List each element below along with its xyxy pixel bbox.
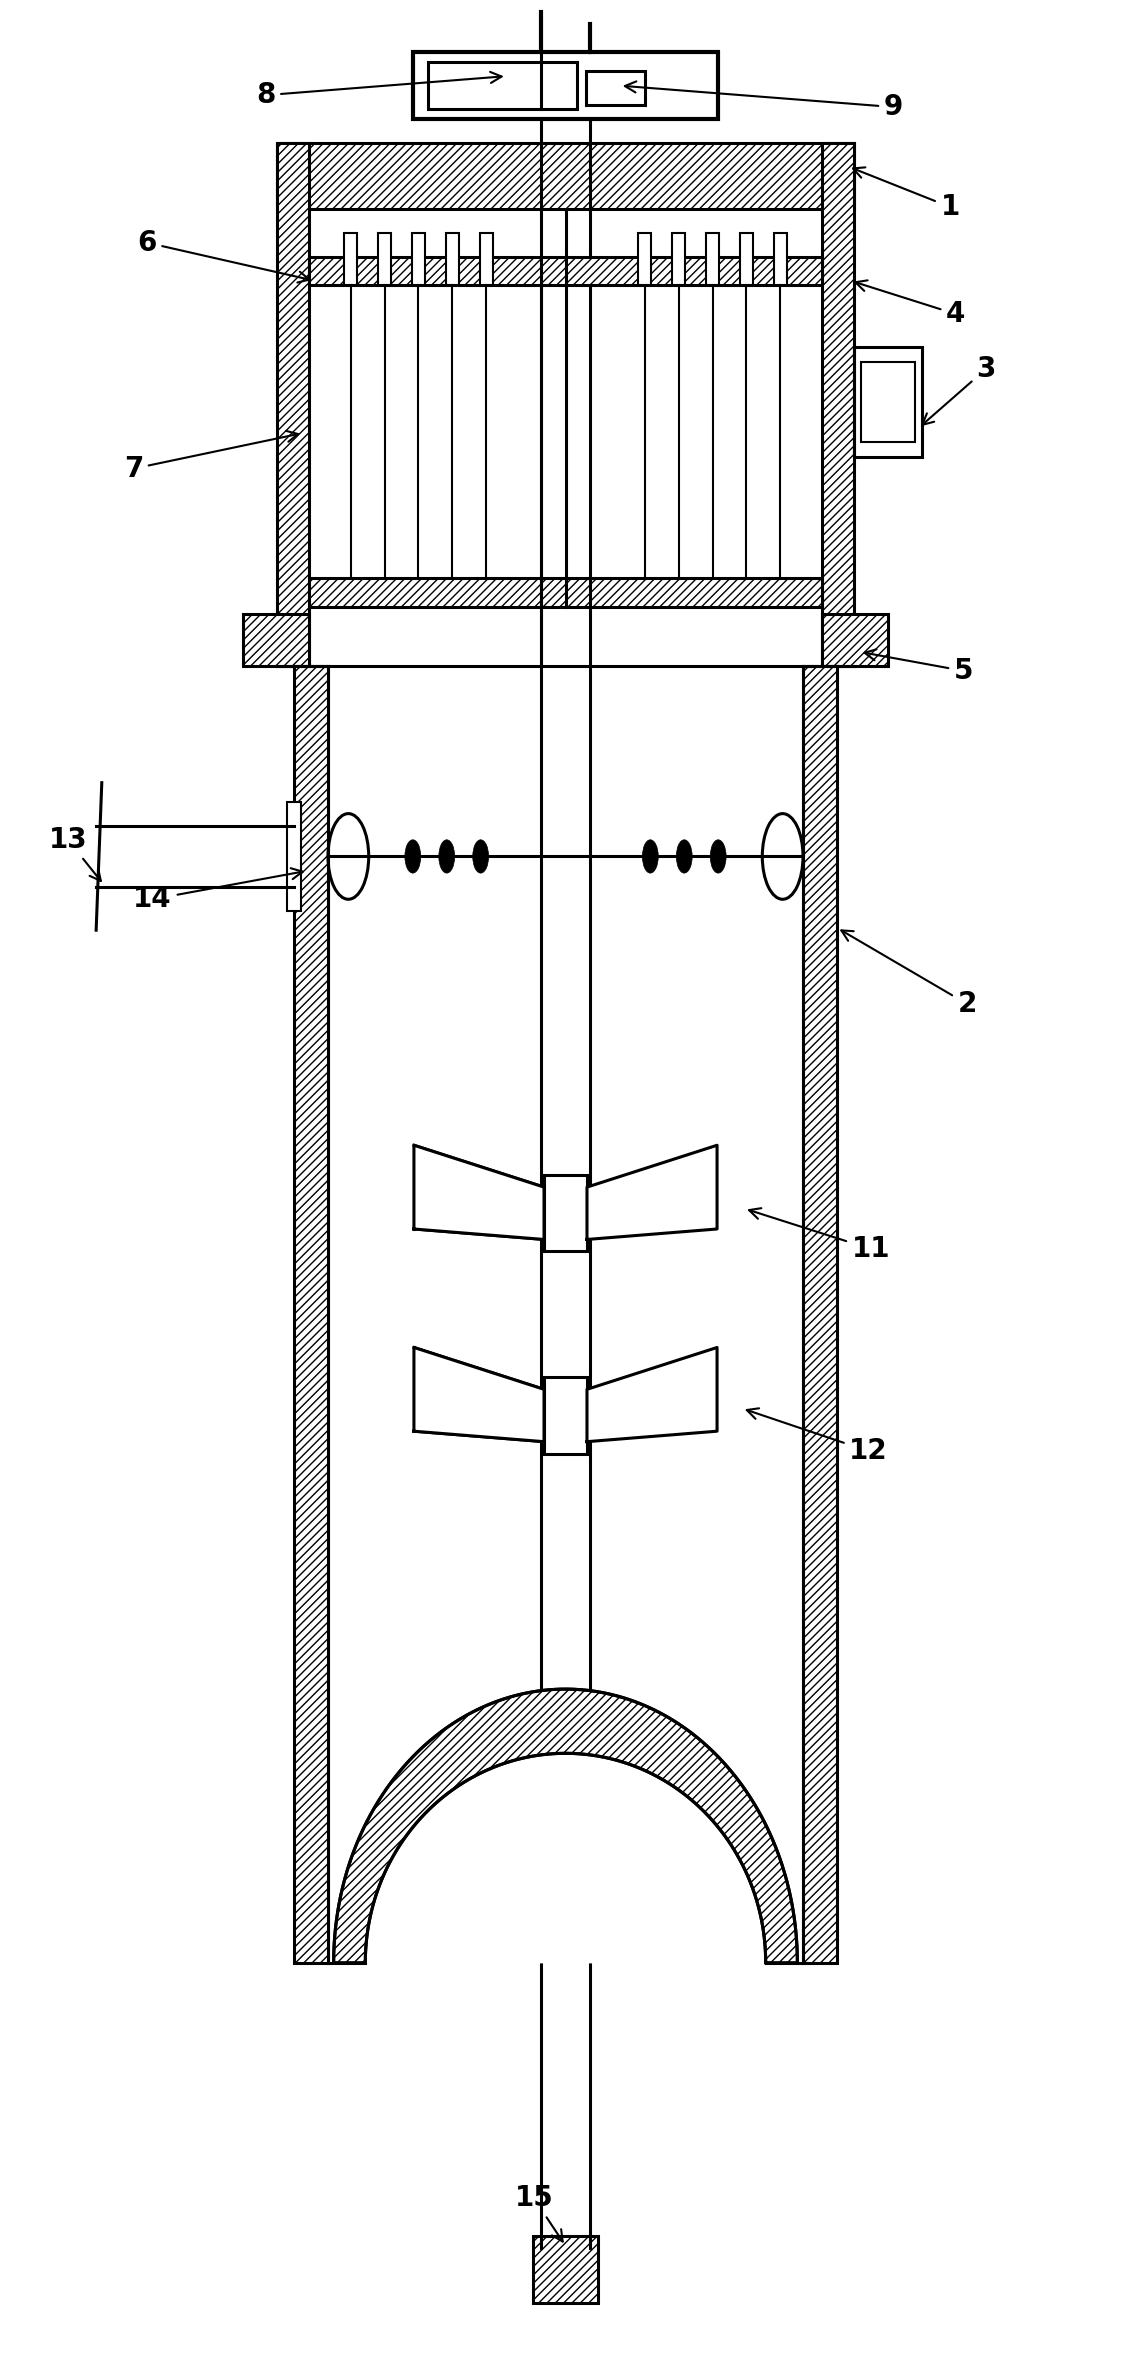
Bar (544, 1175, 587, 1251)
Text: 12: 12 (746, 1408, 888, 1465)
Bar (277, 143, 309, 666)
Bar (638, 233, 651, 285)
Text: 5: 5 (864, 649, 974, 685)
Bar (309, 257, 822, 285)
Bar (378, 233, 391, 285)
Polygon shape (414, 1347, 544, 1442)
Circle shape (642, 840, 658, 873)
Text: 11: 11 (749, 1209, 890, 1263)
Text: 1: 1 (853, 167, 960, 221)
Bar (822, 143, 854, 666)
Bar (822, 143, 854, 666)
Text: 7: 7 (123, 431, 299, 483)
Bar (309, 578, 822, 607)
Bar (706, 233, 719, 285)
Text: 9: 9 (625, 81, 904, 121)
Bar (294, 666, 328, 1963)
Polygon shape (414, 1144, 544, 1239)
Bar (243, 614, 309, 666)
Bar (287, 802, 301, 911)
Bar (740, 233, 753, 285)
Circle shape (676, 840, 692, 873)
Bar (480, 233, 493, 285)
Text: 4: 4 (855, 281, 966, 328)
Bar (544, 1377, 587, 1454)
Bar (803, 666, 837, 1963)
Bar (243, 614, 309, 666)
Bar (413, 52, 718, 119)
Bar (672, 233, 685, 285)
Bar (309, 257, 822, 285)
Bar (294, 666, 328, 1963)
Bar (586, 71, 645, 105)
Polygon shape (334, 1689, 797, 1963)
Bar (412, 233, 425, 285)
Text: 15: 15 (515, 2184, 562, 2241)
Bar (861, 362, 915, 442)
Bar (822, 614, 888, 666)
Polygon shape (587, 1347, 717, 1442)
Circle shape (710, 840, 726, 873)
Circle shape (473, 840, 489, 873)
Text: 13: 13 (49, 826, 101, 880)
Bar (822, 614, 888, 666)
Bar (533, 2236, 598, 2303)
Bar (277, 143, 309, 666)
Text: 8: 8 (256, 71, 501, 109)
Bar (344, 233, 357, 285)
Bar (854, 347, 922, 457)
Bar (277, 143, 854, 209)
Text: 14: 14 (133, 868, 303, 914)
Bar (277, 143, 854, 209)
Text: 2: 2 (841, 930, 977, 1018)
Polygon shape (587, 1144, 717, 1239)
Bar (533, 2236, 598, 2303)
Text: 6: 6 (137, 228, 310, 283)
Bar (446, 233, 459, 285)
Text: 3: 3 (922, 354, 996, 426)
Bar (309, 578, 822, 607)
Circle shape (405, 840, 421, 873)
Circle shape (439, 840, 455, 873)
Bar (803, 666, 837, 1963)
Bar (774, 233, 787, 285)
Polygon shape (365, 1753, 766, 1963)
Bar (428, 62, 577, 109)
